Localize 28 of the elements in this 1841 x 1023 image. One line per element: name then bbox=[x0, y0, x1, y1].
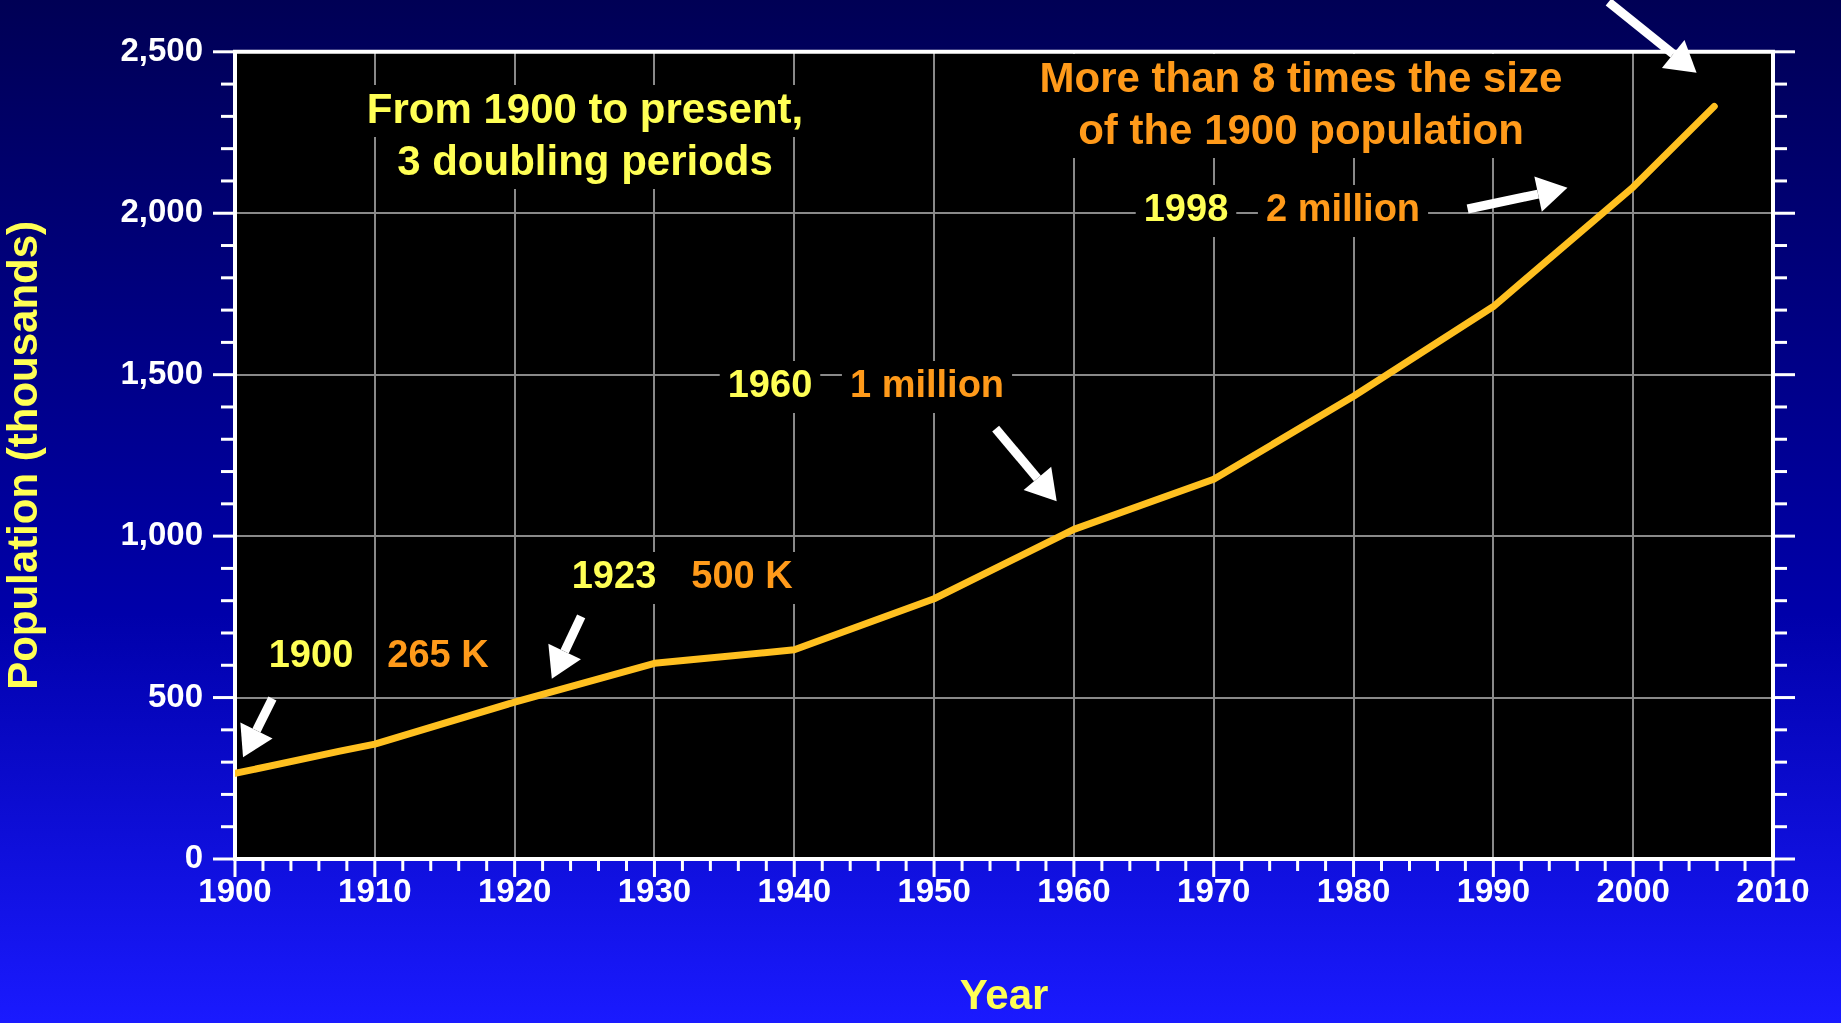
x-tick-label: 1970 bbox=[1177, 871, 1251, 909]
annotation: 500 K bbox=[691, 554, 794, 597]
x-tick-label: 1940 bbox=[757, 871, 831, 909]
y-axis-title: Population (thousands) bbox=[0, 220, 46, 690]
annotation: 1998 bbox=[1143, 187, 1229, 230]
x-tick-label: 1950 bbox=[897, 871, 971, 909]
x-tick-label: 1930 bbox=[617, 871, 692, 909]
y-tick-label: 1,500 bbox=[120, 353, 203, 391]
annotation: 1960 bbox=[727, 363, 813, 406]
x-tick-label: 1990 bbox=[1456, 871, 1531, 909]
x-tick-label: 1980 bbox=[1316, 871, 1391, 909]
x-tick-label: 1910 bbox=[338, 871, 412, 909]
annotation: From 1900 to present, 3 doubling periods bbox=[366, 84, 804, 184]
x-tick-label: 1920 bbox=[477, 871, 552, 909]
y-tick-label: 1,000 bbox=[120, 515, 203, 553]
y-tick-label: 500 bbox=[147, 676, 203, 714]
annotation: 1900 bbox=[268, 633, 354, 676]
x-tick-label: 2010 bbox=[1736, 871, 1810, 909]
annotation: 265 K bbox=[387, 633, 490, 676]
y-tick-label: 2,000 bbox=[120, 192, 203, 230]
annotation: 1923 bbox=[571, 554, 657, 597]
x-tick-label: 1960 bbox=[1037, 871, 1111, 909]
annotation: 1 million bbox=[849, 363, 1005, 406]
x-tick-label: 2000 bbox=[1596, 871, 1670, 909]
y-tick-label: 2,500 bbox=[120, 30, 203, 68]
annotation: More than 8 times the size of the 1900 population bbox=[1039, 53, 1563, 153]
x-axis-title: Year bbox=[959, 971, 1049, 1019]
annotation: 2 million bbox=[1265, 187, 1421, 230]
